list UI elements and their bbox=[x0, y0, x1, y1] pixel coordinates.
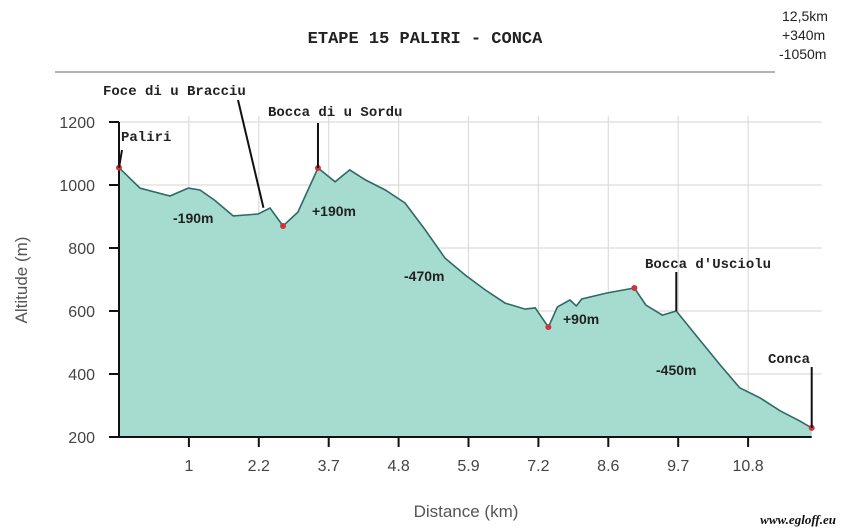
segment-label: -190m bbox=[173, 210, 213, 226]
summary-ascent: +340m bbox=[782, 27, 825, 43]
summary-distance: 12,5km bbox=[782, 8, 828, 24]
place-label-bocca-di-u-sordu: Bocca di u Sordu bbox=[268, 105, 402, 121]
place-label-conca: Conca bbox=[768, 352, 811, 368]
place-label-bocca-d-usciolu: Bocca d'Usciolu bbox=[645, 257, 771, 273]
profile-area bbox=[119, 167, 812, 437]
segment-label: +90m bbox=[563, 311, 599, 327]
chart-title: ETAPE 15 PALIRI - CONCA bbox=[308, 30, 543, 49]
place-label-foce-di-u-bracciu: Foce di u Bracciu bbox=[103, 84, 246, 100]
y-tick-label: 200 bbox=[68, 430, 95, 447]
summary-descent: -1050m bbox=[779, 46, 826, 62]
x-tick-label: 9.7 bbox=[667, 458, 689, 475]
y-tick-label: 1200 bbox=[59, 115, 95, 132]
profile-marker bbox=[631, 285, 638, 292]
x-axis-label: Distance (km) bbox=[414, 502, 519, 521]
footer-logo: www.egloff.eu bbox=[760, 512, 836, 527]
x-tick-label: 2.2 bbox=[248, 458, 270, 475]
x-tick-label: 1 bbox=[184, 458, 193, 475]
x-tick-label: 8.6 bbox=[597, 458, 619, 475]
place-label-paliri: Paliri bbox=[121, 130, 171, 146]
x-tick-label: 4.8 bbox=[387, 458, 409, 475]
x-tick-label: 10.8 bbox=[733, 458, 764, 475]
profile-line bbox=[118, 166, 813, 429]
y-tick-label: 800 bbox=[68, 241, 95, 258]
leader-lines bbox=[118, 99, 813, 428]
x-tick-label: 3.7 bbox=[318, 458, 340, 475]
x-tick-label: 5.9 bbox=[457, 458, 479, 475]
x-tick-label: 7.2 bbox=[527, 458, 549, 475]
segment-label: -450m bbox=[656, 362, 696, 378]
profile-marker bbox=[280, 222, 287, 229]
segment-label: +190m bbox=[312, 203, 356, 219]
y-axis-label: Altitude (m) bbox=[12, 237, 31, 324]
y-tick-label: 600 bbox=[68, 304, 95, 321]
axes: 200 400 600 800 1000 1200 1 2.2 3.7 4.8 5.9 7.2 8.6 9… bbox=[59, 115, 812, 475]
leader-line bbox=[237, 99, 265, 209]
y-tick-label: 1000 bbox=[59, 178, 95, 195]
profile-marker bbox=[545, 324, 552, 331]
segment-label: -470m bbox=[404, 268, 444, 284]
y-tick-label: 400 bbox=[68, 367, 95, 384]
leader-line bbox=[118, 149, 123, 168]
